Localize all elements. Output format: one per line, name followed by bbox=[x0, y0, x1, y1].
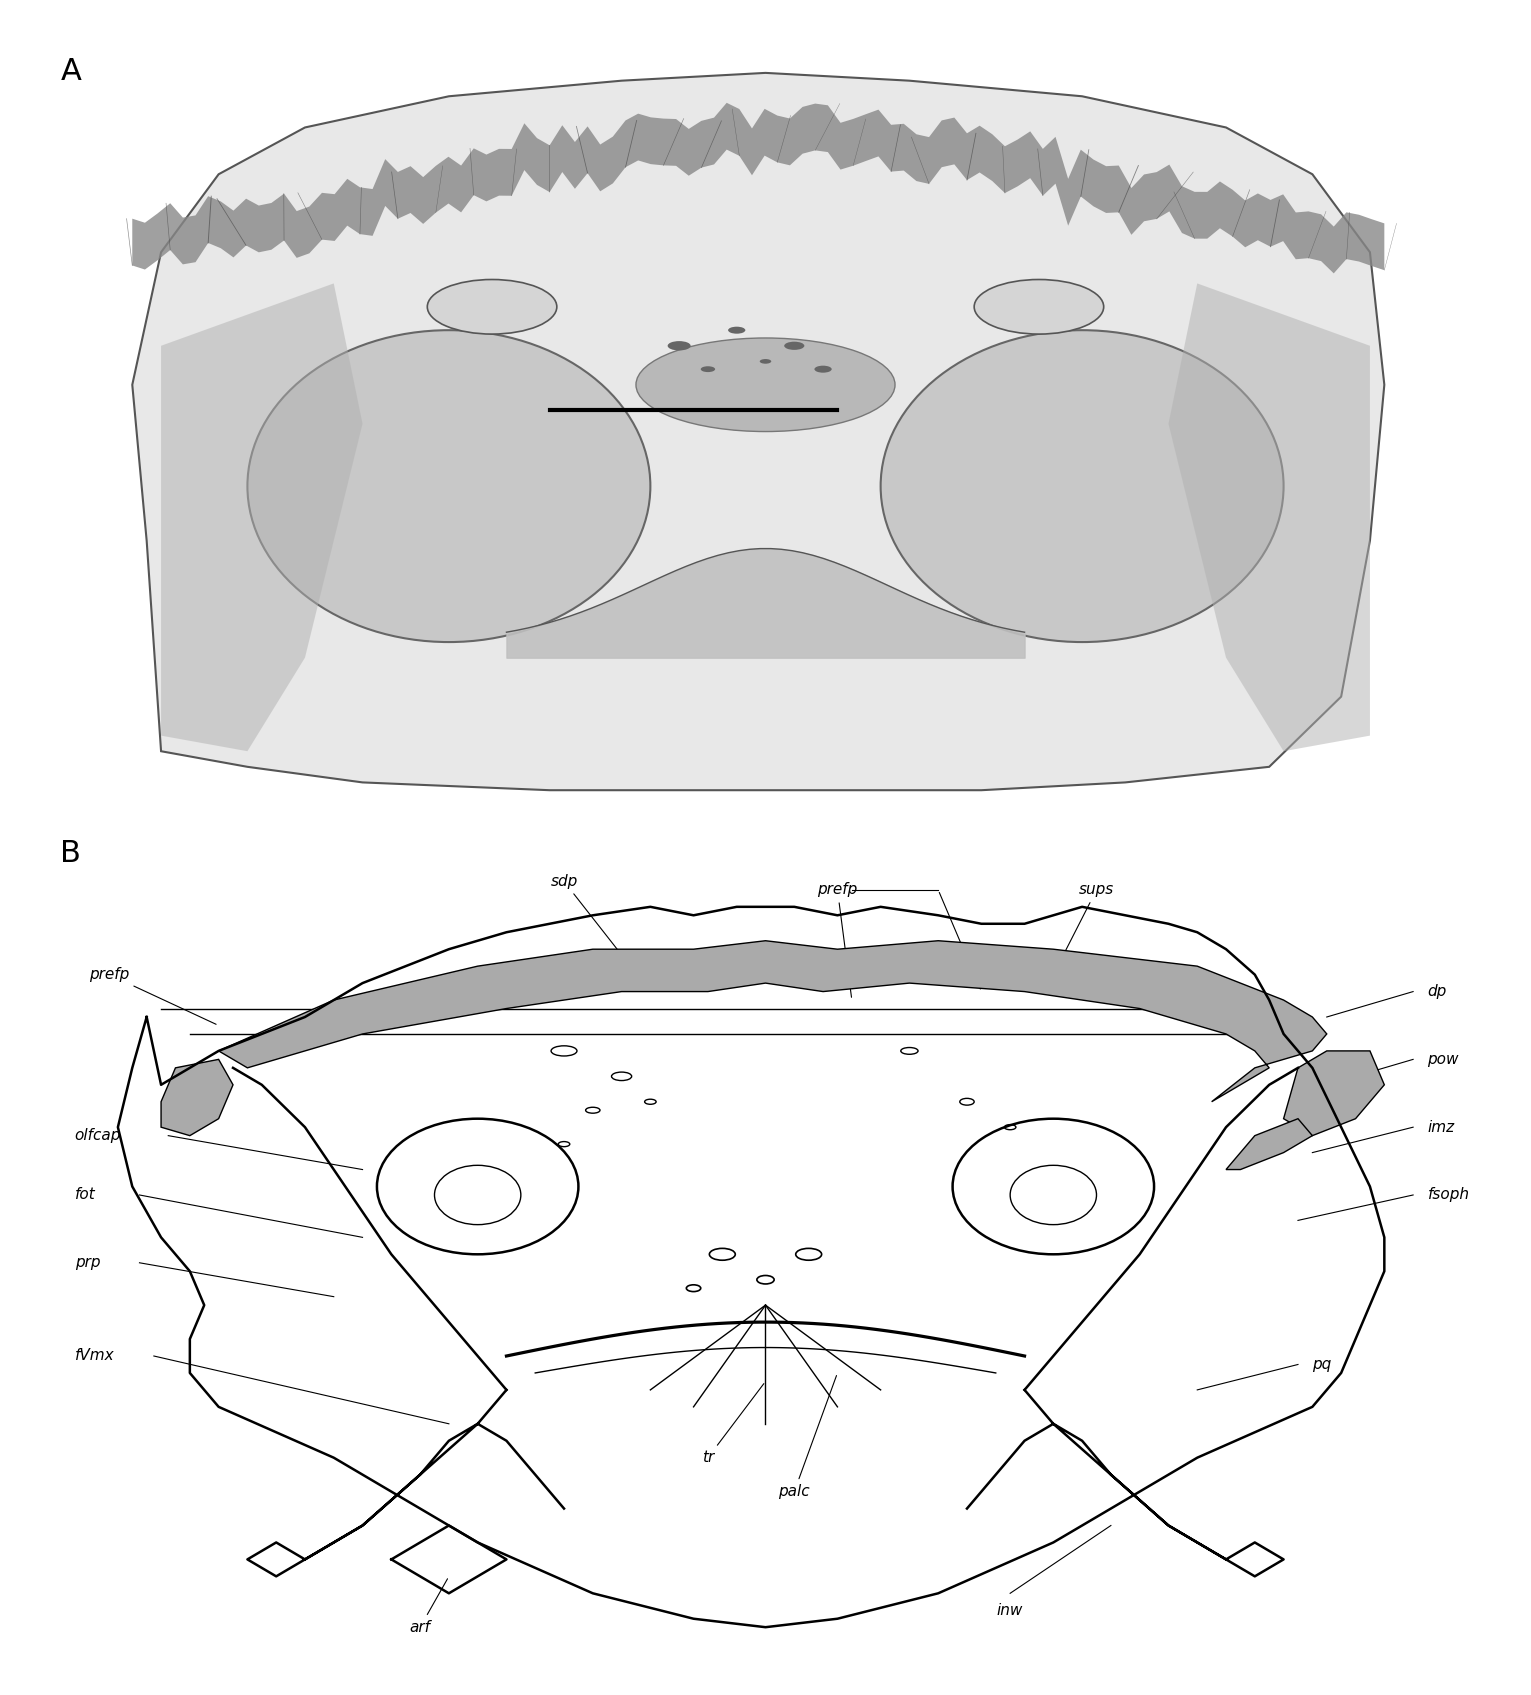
Ellipse shape bbox=[427, 280, 557, 334]
Text: palc: palc bbox=[778, 1376, 836, 1498]
Polygon shape bbox=[132, 73, 1384, 790]
Ellipse shape bbox=[668, 341, 690, 351]
Ellipse shape bbox=[248, 331, 651, 642]
Ellipse shape bbox=[701, 366, 715, 373]
Polygon shape bbox=[1283, 1051, 1384, 1136]
Polygon shape bbox=[219, 941, 1327, 1102]
Polygon shape bbox=[161, 1059, 233, 1136]
Ellipse shape bbox=[784, 342, 804, 349]
Ellipse shape bbox=[880, 331, 1283, 642]
Text: imz: imz bbox=[1427, 1120, 1454, 1134]
Text: prp: prp bbox=[75, 1256, 100, 1270]
Text: pow: pow bbox=[1427, 1053, 1459, 1066]
Ellipse shape bbox=[635, 337, 896, 432]
Text: A: A bbox=[60, 58, 81, 86]
Text: fVmx: fVmx bbox=[75, 1349, 115, 1363]
Text: B: B bbox=[60, 839, 81, 868]
Polygon shape bbox=[1226, 1119, 1312, 1170]
Polygon shape bbox=[132, 103, 1384, 273]
Ellipse shape bbox=[974, 280, 1104, 334]
Ellipse shape bbox=[759, 359, 772, 364]
Polygon shape bbox=[161, 283, 363, 751]
Text: sdp: sdp bbox=[551, 875, 649, 990]
Text: sups: sups bbox=[1055, 883, 1115, 973]
Ellipse shape bbox=[814, 366, 831, 373]
Text: arf: arf bbox=[410, 1578, 447, 1634]
Text: fsoph: fsoph bbox=[1427, 1188, 1470, 1202]
Text: olfcap: olfcap bbox=[75, 1129, 121, 1142]
Text: tr: tr bbox=[701, 1383, 764, 1464]
Text: dp: dp bbox=[1427, 985, 1447, 998]
Polygon shape bbox=[1168, 283, 1370, 751]
Text: fot: fot bbox=[75, 1188, 95, 1202]
Ellipse shape bbox=[729, 327, 746, 334]
Text: pq: pq bbox=[1312, 1358, 1332, 1371]
Text: prefp: prefp bbox=[818, 883, 857, 997]
Text: prefp: prefp bbox=[89, 968, 216, 1024]
Text: inw: inw bbox=[997, 1603, 1023, 1617]
